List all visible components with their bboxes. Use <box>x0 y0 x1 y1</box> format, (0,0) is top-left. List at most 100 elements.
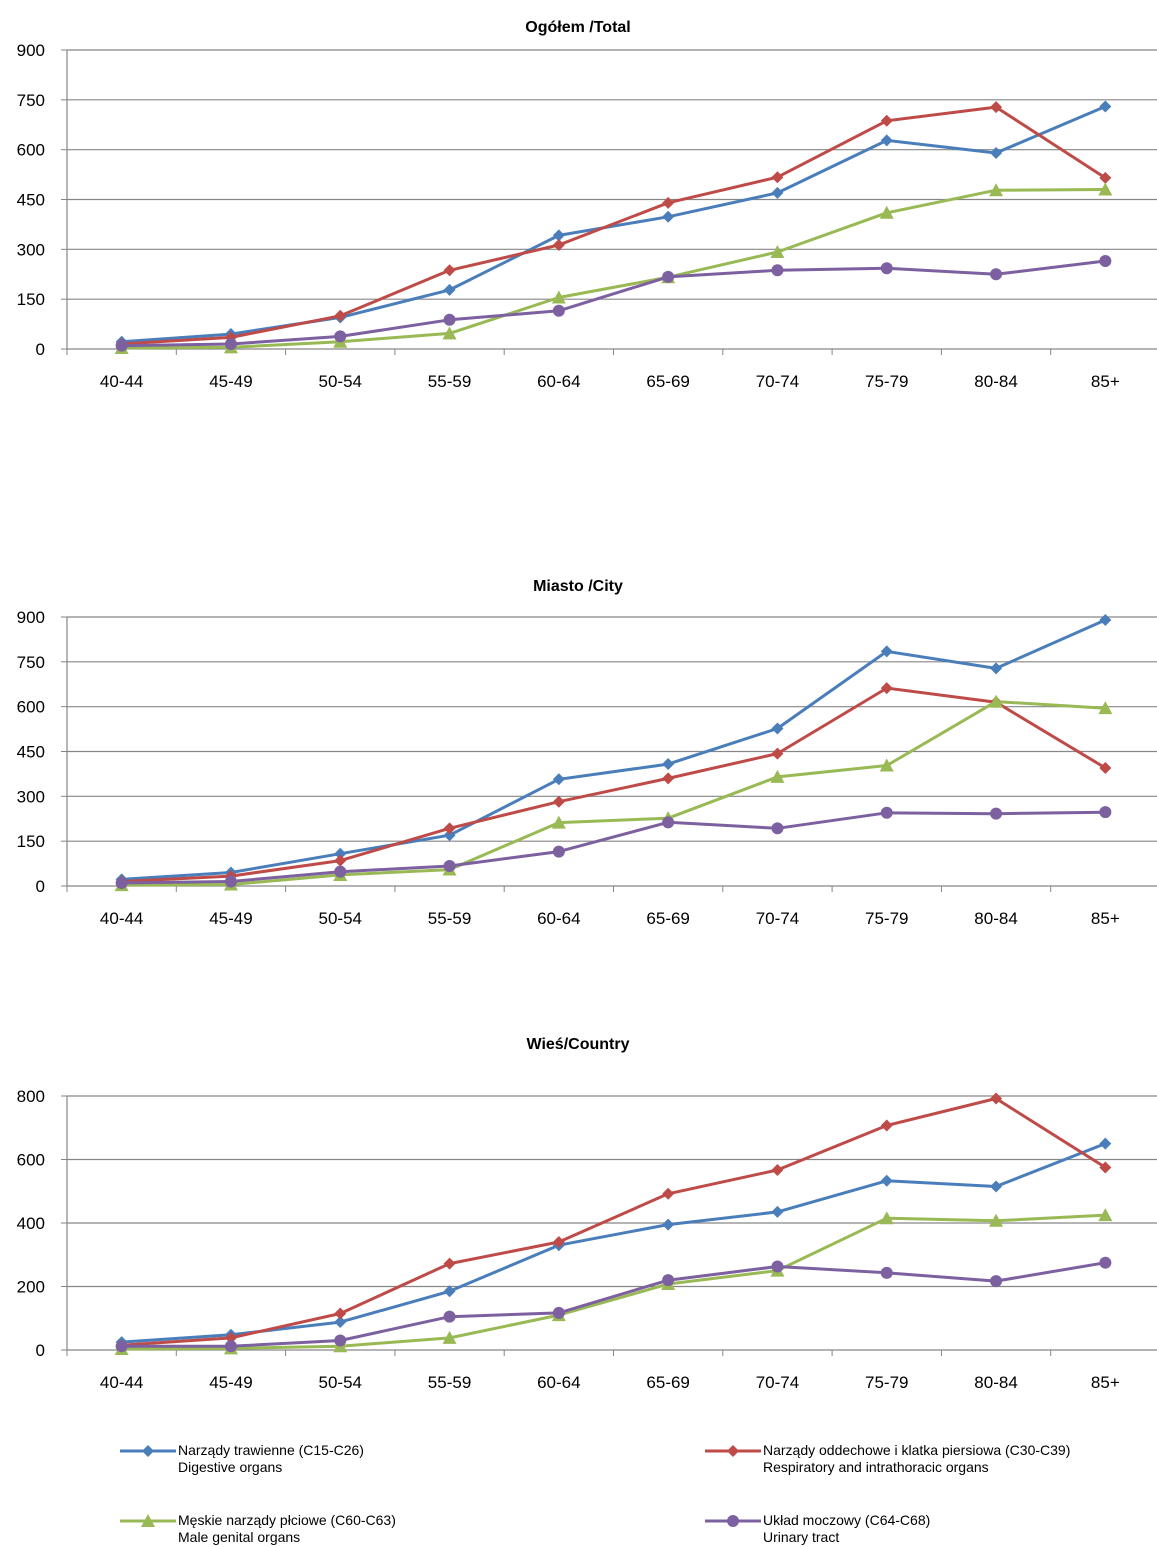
y-tick-label: 800 <box>17 1087 45 1106</box>
data-point-circle <box>1099 806 1112 819</box>
data-point-triangle <box>551 290 566 304</box>
x-tick-label: 50-54 <box>319 909 362 928</box>
data-point-circle <box>771 822 784 835</box>
y-tick-label: 300 <box>17 240 45 259</box>
data-point-circle <box>115 877 128 890</box>
data-point-diamond <box>334 1307 347 1320</box>
data-point-circle <box>552 845 565 858</box>
x-tick-label: 45-49 <box>209 372 252 391</box>
data-point-diamond <box>662 772 675 785</box>
data-point-diamond <box>880 1119 893 1132</box>
y-tick-label: 300 <box>17 787 45 806</box>
chart-3: Wieś/Country 0 200 400 600 800 40-44 45-49 50-54… <box>17 1036 1157 1392</box>
x-tick-label: 80-84 <box>974 909 1017 928</box>
data-point-triangle <box>442 1330 457 1344</box>
data-point-triangle <box>1098 1208 1113 1222</box>
x-tick-label: 55-59 <box>428 372 471 391</box>
x-tick-label: 40-44 <box>100 909 143 928</box>
data-point-circle <box>115 339 128 352</box>
series-line <box>121 188 1106 350</box>
data-point-circle <box>880 262 893 275</box>
data-point-diamond <box>662 1218 675 1231</box>
data-point-diamond <box>990 1092 1003 1105</box>
data-point-diamond <box>771 1163 784 1176</box>
data-point-triangle <box>879 205 894 219</box>
data-point-triangle <box>770 769 785 783</box>
y-tick-label: 150 <box>17 290 45 309</box>
x-tick-label: 40-44 <box>100 372 143 391</box>
x-tick-label: 65-69 <box>646 372 689 391</box>
data-point-triangle <box>1098 182 1113 196</box>
data-point-circle <box>334 330 347 343</box>
x-tick-label: 55-59 <box>428 909 471 928</box>
x-tick-label: 85+ <box>1091 909 1120 928</box>
y-tick-label: 750 <box>17 91 45 110</box>
chart-title: Ogółem /Total <box>525 19 630 36</box>
series-line <box>121 618 1106 881</box>
chart-1: Ogółem /Total 0 150 300 450 600 750 900 40-44 45-… <box>17 19 1157 391</box>
data-point-circle <box>552 1306 565 1319</box>
series-line <box>121 810 1106 885</box>
data-point-diamond <box>334 309 347 322</box>
x-tick-label: 60-64 <box>537 1373 580 1392</box>
data-point-circle <box>443 1310 456 1323</box>
data-point-diamond <box>552 773 565 786</box>
legend-label-en: Respiratory and intrathoracic organs <box>763 1459 989 1475</box>
y-tick-label: 150 <box>17 832 45 851</box>
x-tick-label: 60-64 <box>537 909 580 928</box>
data-point-diamond <box>990 146 1003 159</box>
data-point-circle <box>771 1260 784 1273</box>
y-tick-label: 600 <box>17 141 45 160</box>
data-point-circle <box>662 270 675 283</box>
data-point-diamond <box>1099 613 1112 626</box>
legend-label-en: Urinary tract <box>763 1529 840 1545</box>
data-point-circle <box>552 304 565 317</box>
figure: Ogółem /Total 0 150 300 450 600 750 900 40-44 45-… <box>17 19 1157 1392</box>
x-tick-label: 70-74 <box>756 1373 799 1392</box>
data-point-diamond <box>552 239 565 252</box>
data-point-circle <box>990 1275 1003 1288</box>
x-tick-label: 40-44 <box>100 1373 143 1392</box>
x-tick-label: 80-84 <box>974 372 1017 391</box>
data-point-diamond <box>880 1174 893 1187</box>
series-line <box>121 105 1107 346</box>
data-point-triangle <box>879 1211 894 1225</box>
x-tick-label: 45-49 <box>209 1373 252 1392</box>
data-point-diamond <box>880 134 893 147</box>
data-point-diamond <box>443 822 456 835</box>
y-tick-label: 0 <box>36 340 45 359</box>
x-tick-label: 65-69 <box>646 909 689 928</box>
y-tick-label: 600 <box>17 1151 45 1170</box>
data-point-circle <box>1099 254 1112 267</box>
data-point-circle <box>334 1334 347 1347</box>
legend: Narządy trawienne (C15-C26) Digestive or… <box>0 1430 1157 1547</box>
data-point-diamond <box>662 196 675 209</box>
data-point-diamond <box>1099 100 1112 113</box>
legend-label-en: Male genital organs <box>178 1529 301 1545</box>
y-tick-label: 900 <box>17 41 45 60</box>
data-point-diamond <box>771 1205 784 1218</box>
x-tick-label: 85+ <box>1091 1373 1120 1392</box>
series-line <box>121 1261 1106 1348</box>
x-tick-label: 85+ <box>1091 372 1120 391</box>
data-point-circle <box>662 1274 675 1287</box>
y-tick-label: 600 <box>17 698 45 717</box>
series-line <box>121 700 1106 887</box>
data-point-diamond <box>334 854 347 867</box>
data-point-circle <box>880 806 893 819</box>
data-point-diamond <box>443 1285 456 1298</box>
data-point-triangle <box>879 758 894 772</box>
data-point-triangle <box>1098 701 1113 715</box>
x-tick-label: 75-79 <box>865 909 908 928</box>
data-point-diamond <box>552 1236 565 1249</box>
series-line <box>121 259 1106 348</box>
data-point-triangle <box>551 815 566 829</box>
legend-marker-triangle-green <box>120 1514 176 1527</box>
data-point-circle <box>880 1266 893 1279</box>
data-point-diamond <box>443 829 456 842</box>
x-tick-label: 75-79 <box>865 1373 908 1392</box>
x-tick-label: 70-74 <box>756 909 799 928</box>
x-tick-label: 45-49 <box>209 909 252 928</box>
data-point-diamond <box>1099 171 1112 184</box>
chart-title: Wieś/Country <box>527 1036 630 1053</box>
